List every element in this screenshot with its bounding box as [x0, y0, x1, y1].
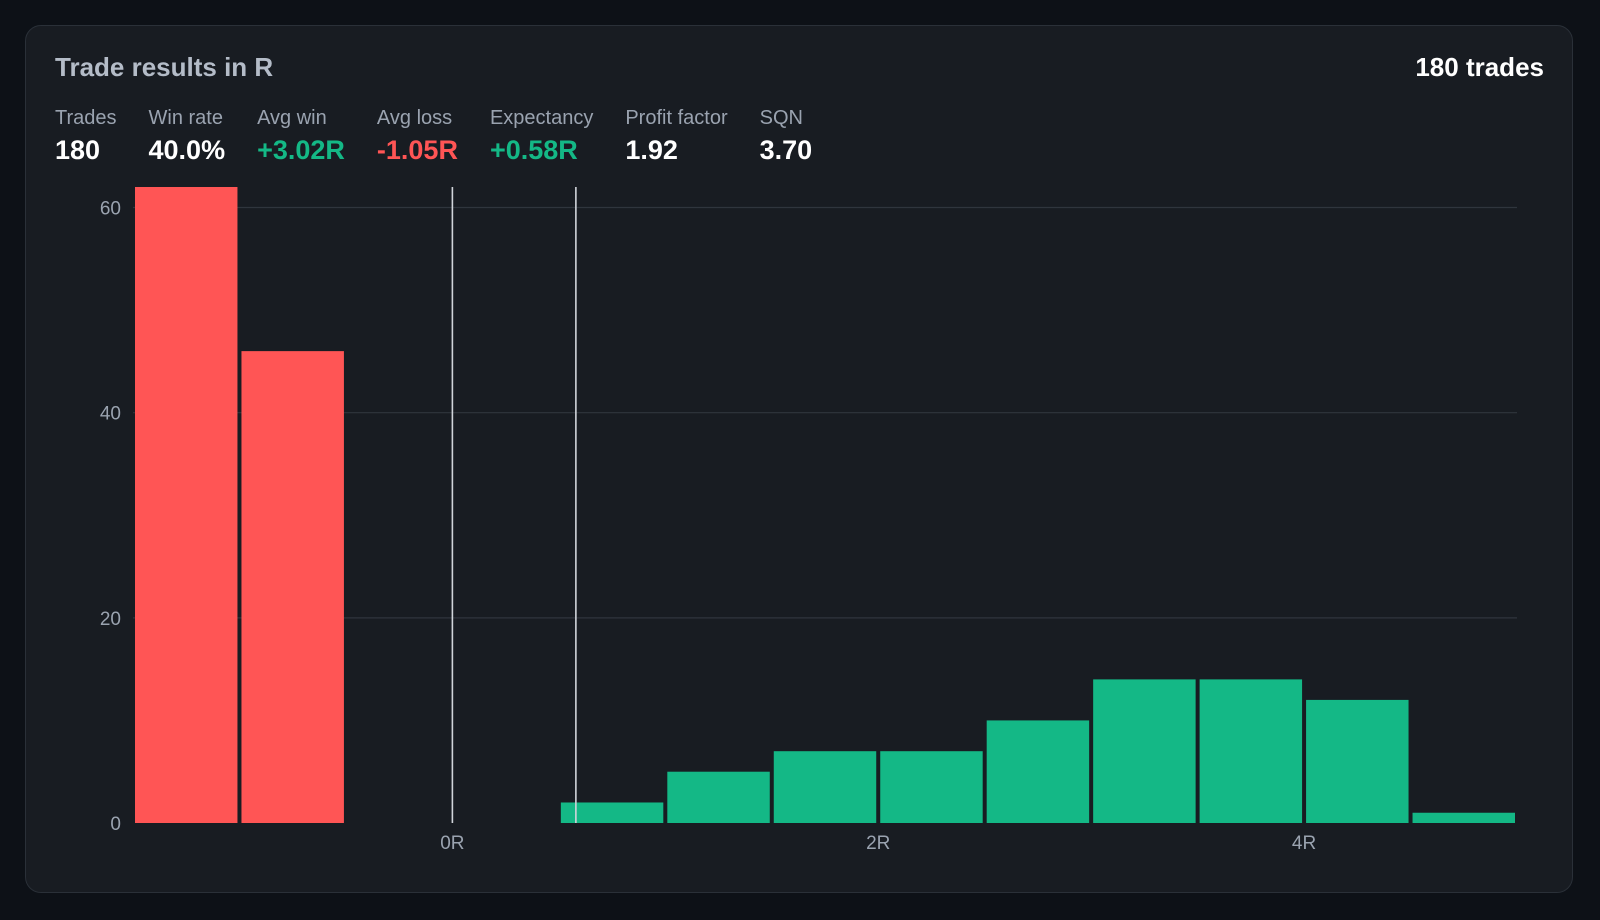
y-tick-label: 40 [100, 404, 121, 425]
stat-label: Win rate [148, 107, 223, 129]
stat-sqn: SQN 3.70 [760, 106, 813, 168]
grid-layer [133, 206, 1517, 619]
stat-value: +0.58R [489, 135, 578, 165]
stat-win-rate: Win rate 40.0% [149, 106, 226, 168]
reference-lines [451, 187, 577, 823]
x-tick-label: 0R [440, 833, 464, 854]
win-bar [667, 771, 770, 823]
x-tick-label: 2R [866, 833, 890, 854]
win-bar [1306, 699, 1409, 823]
win-bar [1093, 679, 1196, 823]
win-bar [1199, 679, 1303, 823]
card-title: Trade results in R [55, 52, 274, 82]
y-tick-label: 60 [100, 199, 121, 220]
x-axis-ticks: 0R 2R 4R [440, 833, 1316, 854]
stat-value: 180 [55, 135, 101, 165]
stat-profit-factor: Profit factor 1.92 [625, 106, 727, 168]
loss-bar [135, 187, 238, 823]
stats-row: Trades 180 Win rate 40.0% Avg win +3.02R… [55, 106, 812, 168]
y-tick-label: 0 [110, 814, 121, 835]
y-axis-ticks: 0 20 40 60 [100, 199, 121, 835]
win-bar [986, 720, 1090, 823]
stat-value: -1.05R [376, 135, 458, 165]
stat-label: SQN [759, 107, 803, 129]
bar-layer [135, 187, 1515, 823]
stat-label: Expectancy [489, 107, 594, 129]
trade-count: 180 trades [1415, 52, 1544, 82]
win-bar [1412, 812, 1515, 823]
stat-value: 1.92 [625, 135, 678, 165]
stat-avg-win: Avg win +3.02R [257, 106, 345, 168]
stat-trades: Trades 180 [55, 106, 117, 168]
stat-value: +3.02R [257, 135, 345, 165]
win-bar [880, 751, 983, 823]
stat-value: 40.0% [148, 135, 226, 165]
stat-expectancy: Expectancy +0.58R [490, 106, 593, 168]
trade-results-card: Trade results in R 180 trades Trades 180… [25, 25, 1573, 893]
win-bar [560, 802, 664, 823]
r-histogram-chart: 0 20 40 60 0R 2R 4R [100, 187, 1517, 854]
stat-label: Avg win [257, 107, 327, 129]
win-bar [773, 751, 877, 823]
stat-label: Profit factor [625, 107, 728, 129]
x-tick-label: 4R [1292, 833, 1316, 854]
stat-label: Avg loss [376, 107, 453, 129]
loss-bar [241, 351, 344, 823]
stat-avg-loss: Avg loss -1.05R [377, 106, 458, 168]
stat-value: 3.70 [759, 135, 813, 165]
stat-label: Trades [55, 107, 117, 129]
y-tick-label: 20 [100, 609, 121, 630]
